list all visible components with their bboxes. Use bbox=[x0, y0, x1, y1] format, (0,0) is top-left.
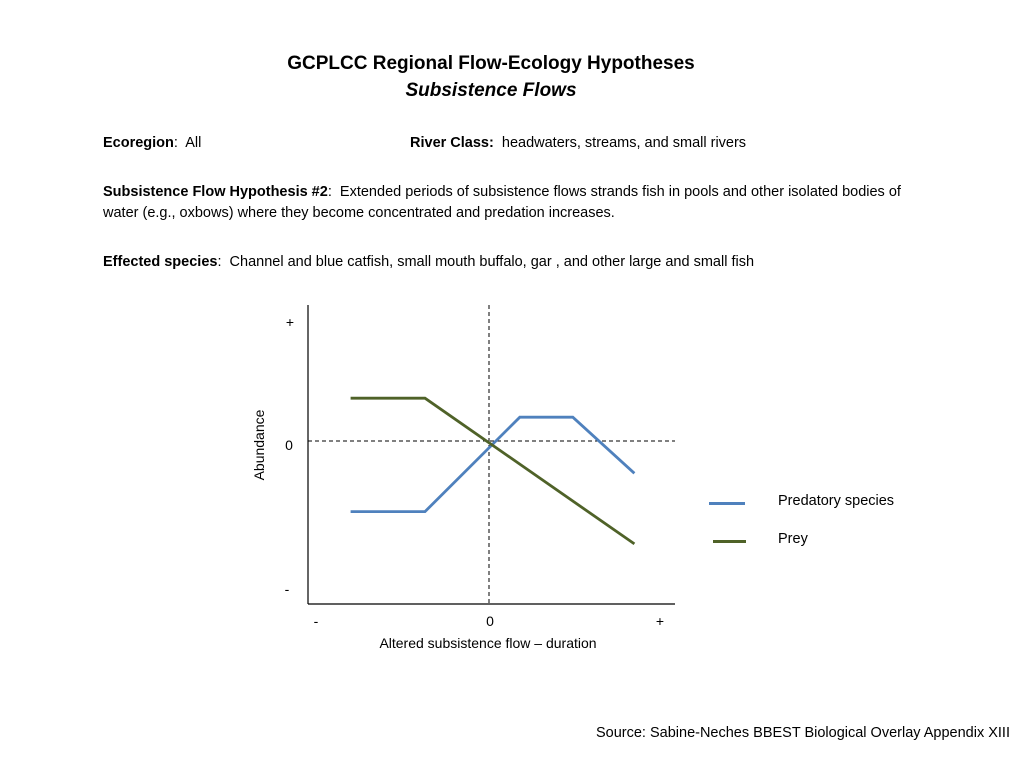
x-axis-title: Altered subsistence flow – duration bbox=[379, 635, 596, 651]
x-tick-label-plus: + bbox=[656, 613, 664, 629]
y-axis-title: Abundance bbox=[251, 409, 267, 480]
prey-line bbox=[350, 396, 636, 546]
legend-item-prey: Prey bbox=[705, 530, 935, 554]
hypothesis-label: Subsistence Flow Hypothesis #2 bbox=[103, 184, 328, 200]
hypothesis-text: Extended periods of subsistence flows st… bbox=[103, 184, 901, 221]
legend-label-predatory: Predatory species bbox=[778, 493, 895, 509]
legend-label-prey: Prey bbox=[778, 531, 808, 547]
ecoregion-line: Ecoregion: All bbox=[103, 135, 202, 151]
species-label: Effected species bbox=[103, 254, 218, 270]
page-title: GCPLCC Regional Flow-Ecology Hypotheses bbox=[287, 53, 695, 74]
y-tick-label-zero: 0 bbox=[285, 437, 293, 453]
x-tick-label-minus: - bbox=[314, 613, 319, 629]
x-tick-label-zero: 0 bbox=[486, 613, 494, 629]
ecoregion-value: All bbox=[185, 135, 202, 151]
river-class-label: River Class: bbox=[410, 135, 494, 151]
y-tick-label-plus: + bbox=[286, 314, 294, 330]
hypothesis-paragraph: Subsistence Flow Hypothesis #2: Extended… bbox=[103, 184, 901, 221]
predatory-species-line bbox=[350, 415, 636, 514]
legend-swatch-predatory bbox=[709, 502, 745, 505]
page-subtitle: Subsistence Flows bbox=[405, 80, 577, 101]
source-citation: Source: Sabine-Neches BBEST Biological O… bbox=[595, 725, 1010, 741]
species-line: Effected species: Channel and blue catfi… bbox=[103, 254, 755, 270]
y-tick-label-minus: - bbox=[285, 581, 290, 597]
river-class-value: headwaters, streams, and small rivers bbox=[501, 135, 747, 151]
legend-swatch-prey bbox=[713, 540, 746, 543]
ecoregion-label: Ecoregion bbox=[103, 135, 174, 151]
legend-item-predatory: Predatory species bbox=[705, 492, 935, 516]
river-class-line: River Class: headwaters, streams, and sm… bbox=[410, 133, 746, 154]
species-text: Channel and blue catfish, small mouth bu… bbox=[229, 254, 755, 270]
